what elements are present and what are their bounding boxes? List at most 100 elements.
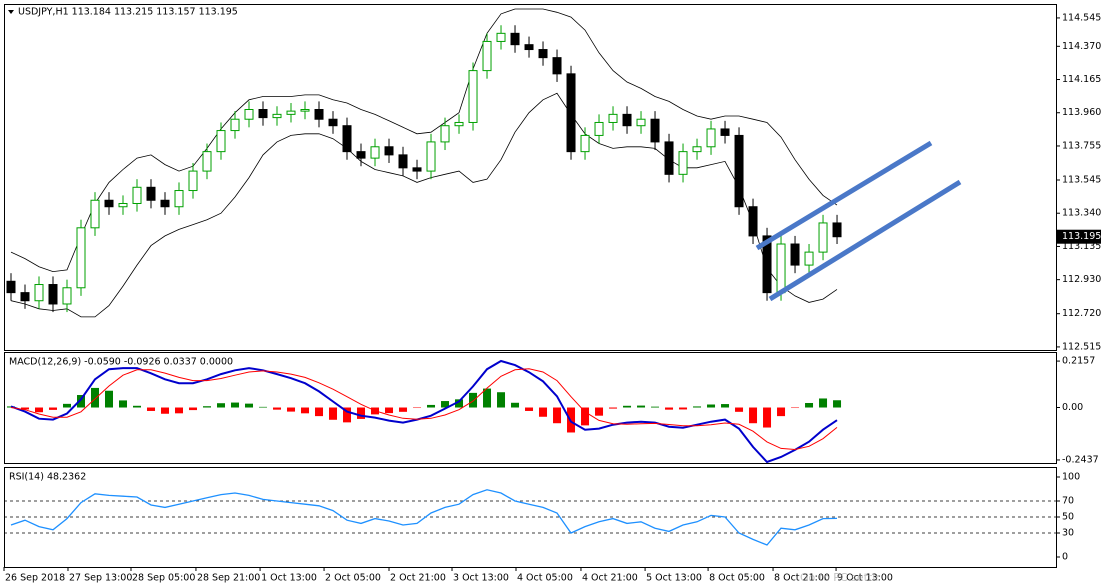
histogram-bar bbox=[805, 402, 814, 408]
candle-body bbox=[216, 130, 226, 153]
candle-body bbox=[804, 251, 814, 266]
candle-body bbox=[132, 186, 142, 204]
candle-body bbox=[650, 118, 660, 143]
candle-body bbox=[20, 292, 30, 302]
menu-arrow[interactable] bbox=[8, 10, 14, 14]
y-tick-label: 0.00 bbox=[1062, 402, 1083, 413]
candle-body bbox=[636, 118, 646, 127]
histogram-bar bbox=[763, 407, 772, 428]
candle-body bbox=[762, 235, 772, 294]
histogram-bar bbox=[175, 407, 184, 414]
y-tick-label: 0.2157 bbox=[1062, 356, 1095, 367]
candle-body bbox=[496, 32, 506, 42]
candle-body bbox=[244, 109, 254, 120]
candle-body bbox=[538, 49, 548, 59]
histogram-bar bbox=[679, 407, 688, 410]
histogram-bar bbox=[63, 403, 72, 408]
histogram-bar bbox=[203, 406, 212, 408]
x-tick-label: 27 Sep 13:00 bbox=[69, 573, 132, 584]
y-tick-label: 100 bbox=[1062, 472, 1080, 483]
candle-body bbox=[76, 227, 86, 289]
y-tick-label: 114.545 bbox=[1062, 12, 1101, 23]
histogram-bar bbox=[637, 405, 646, 408]
histogram-bar bbox=[343, 407, 352, 423]
candle-body bbox=[580, 134, 590, 153]
histogram-bar bbox=[623, 405, 632, 408]
candle-body bbox=[160, 199, 170, 208]
candle-body bbox=[118, 202, 128, 208]
rsi-line bbox=[10, 489, 838, 546]
candle-body bbox=[482, 40, 492, 72]
y-tick-label: 113.960 bbox=[1062, 107, 1101, 118]
candle-body bbox=[146, 186, 156, 201]
candle-body bbox=[48, 284, 58, 305]
candle-body bbox=[692, 146, 702, 153]
candle-body bbox=[300, 109, 310, 112]
histogram-bar bbox=[273, 407, 282, 410]
candle-body bbox=[706, 128, 716, 148]
y-tick-label: 113.340 bbox=[1062, 208, 1101, 219]
histogram-bar bbox=[133, 405, 142, 408]
histogram-bar bbox=[455, 399, 464, 408]
x-tick-label: 1 Oct 13:00 bbox=[261, 573, 317, 584]
candle-body bbox=[342, 125, 352, 153]
bollinger-lower bbox=[10, 92, 838, 318]
watermark: Go to PC settir bbox=[800, 571, 880, 584]
histogram-bar bbox=[469, 392, 478, 408]
x-tick-label: 26 Sep 2018 bbox=[5, 573, 65, 584]
candle-body bbox=[440, 125, 450, 143]
histogram-bar bbox=[189, 407, 198, 411]
histogram-bar bbox=[147, 407, 156, 411]
candle-body bbox=[748, 206, 758, 237]
histogram-bar bbox=[707, 404, 716, 408]
axes: 114.545 114.370 114.165 113.960 113.755 113.5… bbox=[3, 12, 1101, 584]
histogram-bar bbox=[301, 407, 310, 414]
histogram-bar bbox=[609, 407, 618, 409]
channel-line-upper bbox=[755, 140, 933, 251]
y-tick-label: 112.930 bbox=[1062, 274, 1101, 285]
rsi-panel bbox=[4, 467, 1057, 568]
candle-body bbox=[370, 146, 380, 159]
histogram-bar bbox=[161, 407, 170, 414]
y-tick-label: 30 bbox=[1062, 528, 1074, 539]
candle-body bbox=[720, 128, 730, 136]
y-tick-label: 113.545 bbox=[1062, 174, 1101, 185]
histogram-bar bbox=[385, 407, 394, 414]
histogram-bar bbox=[581, 407, 590, 426]
y-tick-label: 70 bbox=[1062, 496, 1074, 507]
histogram-bar bbox=[357, 407, 366, 419]
histogram-bar bbox=[49, 407, 58, 410]
histogram-bar bbox=[777, 407, 786, 417]
histogram-bar bbox=[259, 406, 268, 408]
histogram-bar bbox=[497, 392, 506, 408]
x-tick-label: 4 Oct 21:00 bbox=[582, 573, 638, 584]
x-tick-label: 4 Oct 05:00 bbox=[517, 573, 573, 584]
histogram-bar bbox=[539, 407, 548, 417]
candle-body bbox=[454, 121, 464, 127]
candle-body bbox=[594, 121, 604, 136]
histogram-bar bbox=[91, 387, 100, 408]
histogram-bar bbox=[399, 407, 408, 412]
y-tick-label: 113.135 bbox=[1062, 241, 1101, 252]
candle-body bbox=[678, 151, 688, 175]
price-panel bbox=[4, 4, 1057, 351]
histogram-bar bbox=[693, 406, 702, 408]
histogram-bar bbox=[231, 402, 240, 408]
candle-body bbox=[776, 243, 786, 294]
candle-body bbox=[412, 167, 422, 172]
macd-line bbox=[10, 359, 838, 463]
candle-body bbox=[510, 32, 520, 46]
histogram-bar bbox=[217, 403, 226, 408]
histogram-bar bbox=[77, 395, 86, 408]
candle-body bbox=[188, 170, 198, 192]
price-tag bbox=[1057, 229, 1101, 244]
x-tick-label: 2 Oct 05:00 bbox=[325, 573, 381, 584]
histogram-bar bbox=[441, 401, 450, 408]
y-tick-label: 50 bbox=[1062, 512, 1074, 523]
histogram-bar bbox=[791, 407, 800, 409]
candle-body bbox=[328, 118, 338, 127]
histogram-bar bbox=[245, 403, 254, 408]
histogram-bar bbox=[511, 402, 520, 408]
candle-body bbox=[272, 113, 282, 119]
